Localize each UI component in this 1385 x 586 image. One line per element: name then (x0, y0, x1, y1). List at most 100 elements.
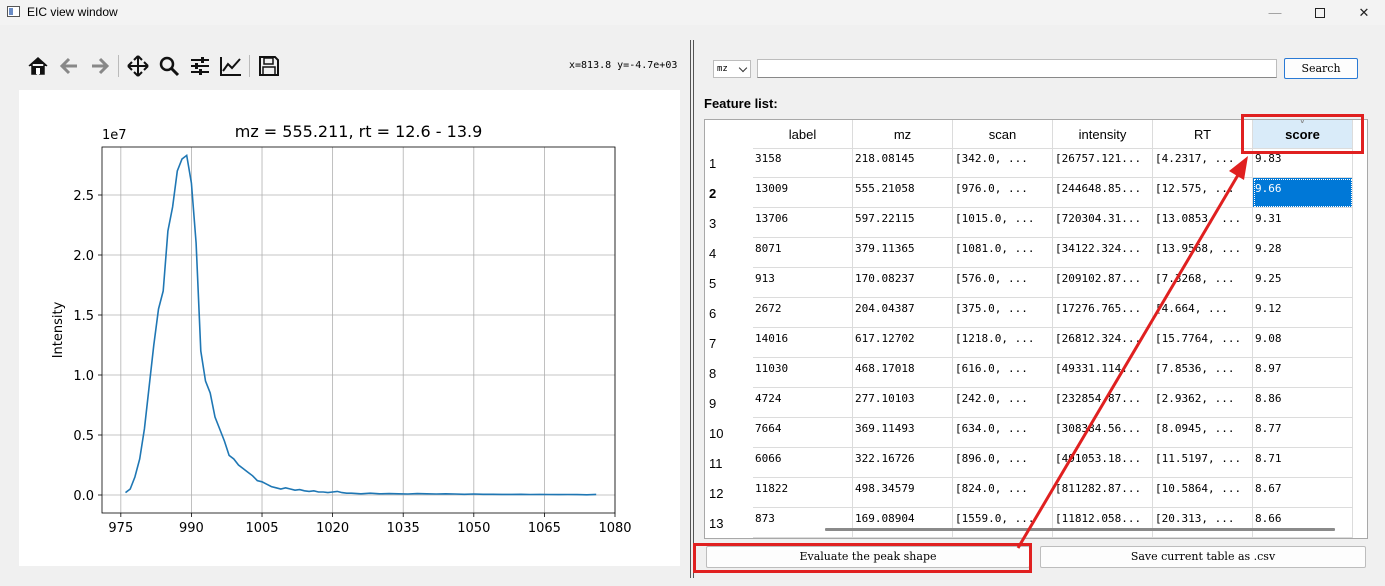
table-cell-mz[interactable]: 204.04387 (853, 298, 953, 328)
table-cell-mz[interactable]: 379.11365 (853, 238, 953, 268)
search-button[interactable]: Search (1284, 58, 1358, 79)
configure-subplots-button[interactable] (184, 52, 215, 80)
table-cell-mz[interactable]: 322.16726 (853, 448, 953, 478)
table-row[interactable]: 2672 204.04387 [375.0, ... [17276.765... [4.… (753, 298, 1353, 328)
table-cell-score[interactable]: 8.77 (1253, 418, 1353, 448)
save-csv-button[interactable]: Save current table as .csv (1040, 546, 1366, 568)
row-number[interactable]: 8 (709, 366, 717, 381)
table-cell-score[interactable]: 9.08 (1253, 328, 1353, 358)
table-cell-intensity[interactable]: [26812.324... (1053, 328, 1153, 358)
search-input[interactable] (757, 59, 1277, 78)
table-cell-label[interactable]: 7664 (753, 418, 853, 448)
table-row[interactable]: 13706 597.22115 [1015.0, ... [720304.31...[… (753, 208, 1353, 238)
table-cell-intensity[interactable]: [720304.31... (1053, 208, 1153, 238)
table-cell-intensity[interactable]: [209102.87... (1053, 268, 1153, 298)
plot-canvas[interactable]: 975 990 1005 1020 1035 1050 1065 1080 0.0 0.5 1.0 1… (19, 90, 680, 566)
table-cell-mz[interactable]: 169.08904 (853, 508, 953, 538)
table-cell-score[interactable]: 9.28 (1253, 238, 1353, 268)
back-button[interactable] (53, 52, 84, 80)
table-cell-scan[interactable]: [342.0, ... (953, 148, 1053, 178)
row-number[interactable]: 9 (709, 396, 717, 411)
table-cell-intensity[interactable]: [26757.121... (1053, 148, 1153, 178)
table-row[interactable]: 14016 617.12702 [1218.0, ... [26812.324...[… (753, 328, 1353, 358)
table-cell-label[interactable]: 14016 (753, 328, 853, 358)
table-cell-score[interactable]: 8.86 (1253, 388, 1353, 418)
table-cell-rt[interactable]: [13.9568, ... (1153, 238, 1253, 268)
search-field-select[interactable]: mz (713, 60, 751, 78)
table-cell-scan[interactable]: [616.0, ... (953, 358, 1053, 388)
column-header-mz[interactable]: mz (853, 120, 953, 149)
table-cell-intensity[interactable]: [232854.87... (1053, 388, 1153, 418)
row-number[interactable]: 12 (709, 486, 724, 501)
table-cell-rt[interactable]: [7.3268, ... (1153, 268, 1253, 298)
table-cell-scan[interactable]: [1218.0, ... (953, 328, 1053, 358)
table-cell-rt[interactable]: [20.313, ... (1153, 508, 1253, 538)
table-cell-label[interactable]: 913 (753, 268, 853, 298)
table-row[interactable]: 13009 555.21058 [976.0, ... [244648.85... [1… (753, 178, 1353, 208)
row-number[interactable]: 5 (709, 276, 717, 291)
column-header-rt[interactable]: RT (1153, 120, 1253, 149)
panel-splitter[interactable] (689, 40, 695, 578)
pan-button[interactable] (122, 52, 153, 80)
minimize-button[interactable]: — (1268, 5, 1282, 20)
table-row[interactable]: 3158 218.08145 [342.0, ... [26757.121... [4.… (753, 148, 1353, 178)
table-cell-rt[interactable]: [8.0945, ... (1153, 418, 1253, 448)
table-cell-mz[interactable]: 369.11493 (853, 418, 953, 448)
column-header-score[interactable]: score ˅ (1253, 120, 1353, 149)
table-row[interactable]: 913 170.08237 [576.0, ... [209102.87... [7.3… (753, 268, 1353, 298)
table-row[interactable]: 11822 498.34579 [824.0, ... [811282.87... [1… (753, 478, 1353, 508)
table-cell-scan[interactable]: [375.0, ... (953, 298, 1053, 328)
table-cell-mz[interactable]: 597.22115 (853, 208, 953, 238)
table-cell-mz[interactable]: 498.34579 (853, 478, 953, 508)
table-cell-score[interactable]: 8.66 (1253, 508, 1353, 538)
table-cell-mz[interactable]: 617.12702 (853, 328, 953, 358)
edit-axis-button[interactable] (215, 52, 246, 80)
table-cell-rt[interactable]: [2.9362, ... (1153, 388, 1253, 418)
table-cell-mz[interactable]: 170.08237 (853, 268, 953, 298)
table-cell-intensity[interactable]: [17276.765... (1053, 298, 1153, 328)
table-cell-label[interactable]: 13706 (753, 208, 853, 238)
table-cell-intensity[interactable]: [49331.114... (1053, 358, 1153, 388)
row-number[interactable]: 3 (709, 216, 717, 231)
home-button[interactable] (22, 52, 53, 80)
table-row[interactable]: 7664 369.11493 [634.0, ... [308384.56... [8.… (753, 418, 1353, 448)
table-cell-score[interactable]: 9.83 (1253, 148, 1353, 178)
table-cell-label[interactable]: 3158 (753, 148, 853, 178)
table-cell-scan[interactable]: [242.0, ... (953, 388, 1053, 418)
table-cell-intensity[interactable]: [34122.324... (1053, 238, 1153, 268)
save-figure-button[interactable] (253, 52, 284, 80)
table-cell-score[interactable]: 9.66 (1253, 178, 1353, 208)
table-cell-rt[interactable]: [10.5864, ... (1153, 478, 1253, 508)
maximize-button[interactable] (1297, 0, 1343, 25)
row-number[interactable]: 1 (709, 156, 717, 171)
table-cell-label[interactable]: 2672 (753, 298, 853, 328)
table-cell-intensity[interactable]: [811282.87... (1053, 478, 1153, 508)
table-cell-score[interactable]: 8.97 (1253, 358, 1353, 388)
table-cell-mz[interactable]: 468.17018 (853, 358, 953, 388)
zoom-button[interactable] (153, 52, 184, 80)
table-cell-intensity[interactable]: [11812.058... (1053, 508, 1153, 538)
table-cell-intensity[interactable]: [308384.56... (1053, 418, 1153, 448)
table-cell-rt[interactable]: [12.575, ... (1153, 178, 1253, 208)
table-cell-scan[interactable]: [576.0, ... (953, 268, 1053, 298)
table-cell-scan[interactable]: [634.0, ... (953, 418, 1053, 448)
table-cell-mz[interactable]: 555.21058 (853, 178, 953, 208)
row-number[interactable]: 2 (709, 186, 717, 201)
table-cell-scan[interactable]: [1559.0, ... (953, 508, 1053, 538)
table-cell-score[interactable]: 9.12 (1253, 298, 1353, 328)
table-cell-mz[interactable]: 277.10103 (853, 388, 953, 418)
row-number[interactable]: 6 (709, 306, 717, 321)
close-button[interactable]: ✕ (1358, 4, 1370, 20)
table-cell-rt[interactable]: [13.0853, ... (1153, 208, 1253, 238)
table-cell-label[interactable]: 6066 (753, 448, 853, 478)
table-cell-intensity[interactable]: [244648.85... (1053, 178, 1153, 208)
table-cell-mz[interactable]: 218.08145 (853, 148, 953, 178)
table-cell-rt[interactable]: [4.2317, ... (1153, 148, 1253, 178)
row-number[interactable]: 7 (709, 336, 717, 351)
table-row[interactable]: 11030 468.17018 [616.0, ... [49331.114... [7… (753, 358, 1353, 388)
table-cell-scan[interactable]: [1015.0, ... (953, 208, 1053, 238)
table-cell-label[interactable]: 13009 (753, 178, 853, 208)
row-number[interactable]: 11 (709, 456, 723, 471)
table-cell-scan[interactable]: [976.0, ... (953, 178, 1053, 208)
table-cell-label[interactable]: 873 (753, 508, 853, 538)
